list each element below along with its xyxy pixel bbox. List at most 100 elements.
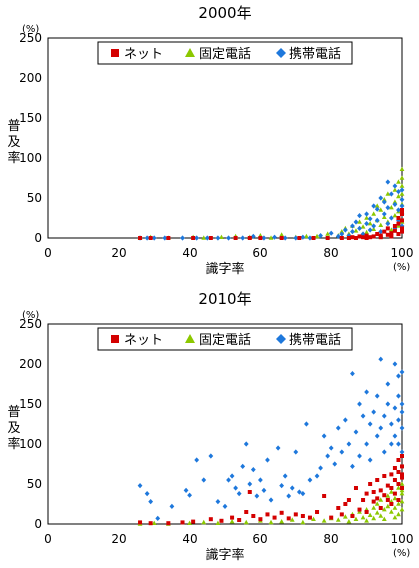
data-point-square [392,478,397,482]
data-point-triangle [353,228,359,233]
data-point-square [166,236,171,240]
data-point-diamond [240,235,246,241]
data-point-triangle [399,507,405,512]
data-point-diamond [357,225,362,231]
data-point-triangle [201,519,207,525]
data-point-diamond [385,401,391,407]
data-point-diamond [339,231,345,237]
data-point-square [396,216,401,220]
data-point-triangle [300,519,306,525]
data-point-triangle [396,193,401,199]
data-point-square [400,218,404,223]
data-point-square [279,236,284,240]
data-point-diamond [367,457,373,463]
data-point-square [396,232,401,236]
data-point-diamond [396,207,401,213]
data-point-square [389,234,394,239]
legend-marker-triangle [185,334,195,343]
data-point-triangle [399,183,405,188]
data-point-triangle [385,503,391,509]
x-tick-label: 80 [323,532,338,546]
data-point-diamond [357,453,362,459]
data-point-square [389,472,394,477]
data-point-triangle [399,191,405,196]
data-point-diamond [381,449,387,455]
data-point-diamond [162,235,168,241]
data-point-square [346,236,351,240]
data-point-triangle [187,520,192,525]
data-point-triangle [378,513,384,518]
data-point-diamond [307,477,313,483]
data-point-diamond [396,417,401,423]
data-point-diamond [328,445,334,451]
data-point-triangle [381,507,387,512]
data-point-diamond [396,373,401,379]
x-tick-label: 60 [252,246,267,260]
data-point-triangle [243,519,249,525]
data-point-diamond [374,217,380,223]
data-point-diamond [300,491,306,497]
data-point-diamond [342,227,348,233]
data-point-triangle [396,179,401,184]
data-point-diamond [194,235,200,241]
data-point-diamond [272,234,277,240]
data-point-square [396,482,401,486]
data-point-triangle [335,517,341,522]
data-point-square [251,514,256,518]
x-unit-label: (%) [393,262,410,273]
data-point-square [219,518,224,523]
data-point-triangle [229,519,235,524]
data-point-diamond [226,477,231,483]
y-tick-label: 0 [34,517,42,531]
data-point-square [400,212,404,216]
data-point-square [208,517,213,522]
data-point-square [329,515,334,520]
data-point-diamond [265,457,270,463]
data-point-square [382,474,387,478]
data-point-diamond [357,401,362,407]
data-point-triangle [385,191,391,196]
x-tick-label: 60 [252,532,267,546]
x-tick-label: 40 [182,532,197,546]
data-point-diamond [399,223,405,229]
data-point-diamond [293,449,299,455]
x-tick-labels: 0 20 40 60 80 100 [44,246,413,260]
data-point-triangle [388,227,394,232]
data-point-square [389,231,394,236]
data-point-diamond [364,441,369,447]
data-point-diamond [392,361,398,367]
data-point-triangle [353,516,359,521]
data-point-triangle [392,199,398,204]
data-point-diamond [250,467,256,473]
data-point-square [138,236,143,240]
data-point-diamond [325,453,331,459]
data-point-square [180,520,185,525]
data-point-diamond [399,449,405,455]
data-point-diamond [183,487,189,493]
data-point-diamond [367,421,373,427]
data-point-square [400,472,404,477]
data-point-square [378,235,383,240]
data-point-diamond [187,492,192,498]
data-point-triangle [360,224,366,229]
data-point-square [396,498,401,502]
data-point-diamond [385,179,391,185]
data-point-square [382,229,387,234]
x-tick-label: 100 [391,532,414,546]
data-point-diamond [399,369,405,375]
data-point-square [396,458,401,462]
data-point-square [148,521,153,526]
y-unit-label: (%) [22,24,39,35]
y-axis-title-char: 及 [7,135,20,150]
data-point-triangle [399,481,405,486]
data-point-diamond [304,421,309,427]
data-point-square [361,498,366,502]
data-point-square [378,506,383,510]
data-point-diamond [385,205,391,211]
data-point-diamond [392,183,398,189]
data-point-square [258,517,263,522]
data-point-diamond [396,393,401,399]
data-point-diamond [318,233,323,239]
legend-label: 固定電話 [199,46,251,62]
data-point-diamond [396,189,401,195]
